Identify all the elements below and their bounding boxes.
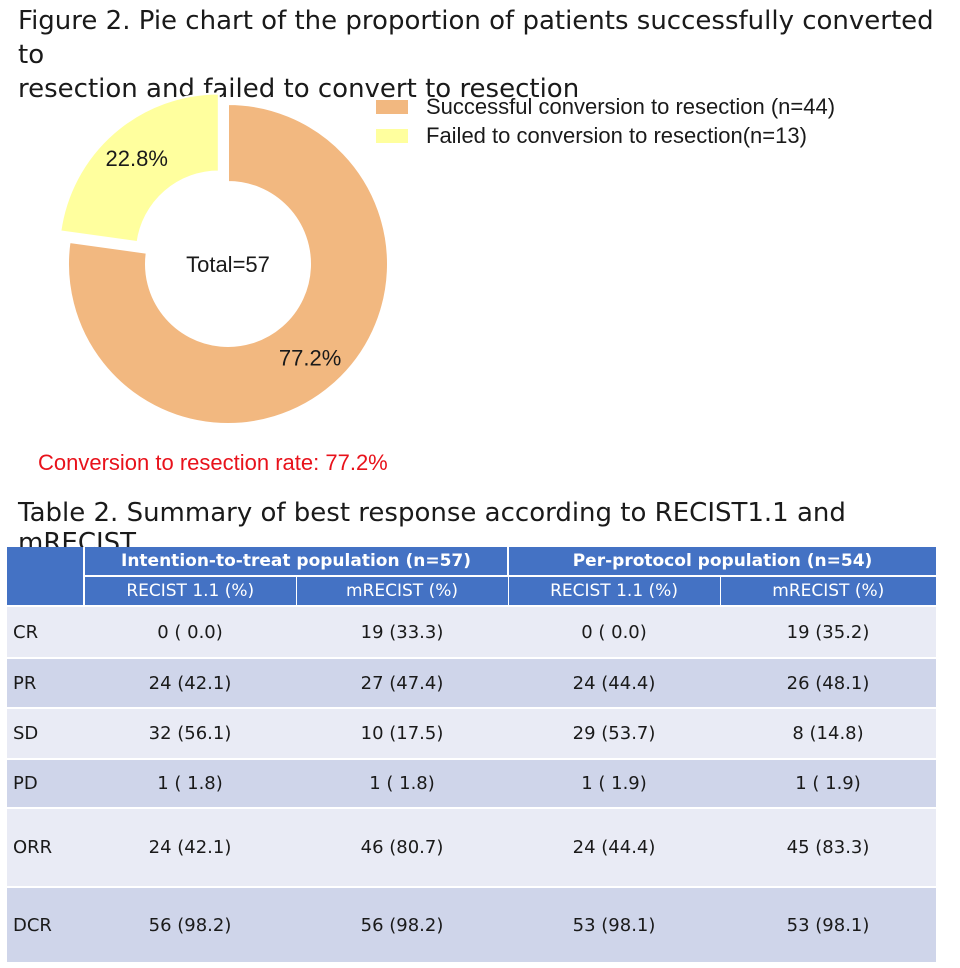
table-cell: 53 (98.1)	[720, 886, 937, 962]
subheader-itt-mrecist: mRECIST (%)	[295, 576, 509, 606]
table-cell: 53 (98.1)	[508, 886, 721, 962]
subheader-pp-recist: RECIST 1.1 (%)	[507, 576, 721, 606]
donut-center-label: Total=57	[186, 252, 270, 277]
subheader-pp-mrecist: mRECIST (%)	[719, 576, 937, 606]
table-cell: 1 ( 1.9)	[508, 758, 721, 808]
figure-title: Figure 2. Pie chart of the proportion of…	[18, 4, 948, 106]
subheader-itt-recist: RECIST 1.1 (%)	[83, 576, 296, 606]
table-cell: 24 (44.4)	[508, 807, 721, 887]
group-header-pp: Per-protocol population (n=54)	[507, 547, 937, 577]
row-label: CR	[7, 605, 84, 658]
table-row-sd: SD 32 (56.1) 10 (17.5) 29 (53.7) 8 (14.8…	[7, 707, 937, 759]
row-label: PD	[7, 758, 84, 808]
table-group-header-row: Intention-to-treat population (n=57) Per…	[7, 547, 937, 606]
table-row-orr: ORR 24 (42.1) 46 (80.7) 24 (44.4) 45 (83…	[7, 807, 937, 887]
legend-label-failed: Failed to conversion to resection(n=13)	[426, 123, 807, 148]
table-cell: 1 ( 1.8)	[296, 758, 509, 808]
table-subheader-row: RECIST 1.1 (%) mRECIST (%) RECIST 1.1 (%…	[7, 576, 937, 606]
figure-title-line-2: resection and failed to convert to resec…	[18, 74, 580, 104]
table-title: Table 2. Summary of best response accord…	[18, 498, 846, 558]
table-cell: 19 (35.2)	[720, 605, 937, 658]
row-label: SD	[7, 707, 84, 759]
table-cell: 0 ( 0.0)	[508, 605, 721, 658]
table-cell: 1 ( 1.8)	[84, 758, 296, 808]
table-cell: 10 (17.5)	[296, 707, 509, 759]
row-label: ORR	[7, 807, 84, 887]
legend-label-success: Successful conversion to resection (n=44…	[426, 94, 836, 119]
donut-slice-failed	[59, 92, 220, 244]
table-row-pr: PR 24 (42.1) 27 (47.4) 24 (44.4) 26 (48.…	[7, 657, 937, 708]
donut-chart: 77.2% 22.8% Total=57	[59, 92, 389, 425]
row-label: PR	[7, 657, 84, 708]
table-cell: 46 (80.7)	[296, 807, 509, 887]
table-cell: 26 (48.1)	[720, 657, 937, 708]
table-cell: 24 (42.1)	[84, 807, 296, 887]
legend-swatch-success	[376, 99, 408, 114]
table-cell: 56 (98.2)	[84, 886, 296, 962]
conversion-rate-text: Conversion to resection rate: 77.2%	[38, 450, 388, 475]
table-cell: 0 ( 0.0)	[84, 605, 296, 658]
table-cell: 24 (42.1)	[84, 657, 296, 708]
table-row-pd: PD 1 ( 1.8) 1 ( 1.8) 1 ( 1.9) 1 ( 1.9)	[7, 758, 937, 808]
group-header-itt: Intention-to-treat population (n=57)	[82, 547, 509, 577]
table-cell: 32 (56.1)	[84, 707, 296, 759]
table-row-cr: CR 0 ( 0.0) 19 (33.3) 0 ( 0.0) 19 (35.2)	[7, 605, 937, 658]
table-cell: 29 (53.7)	[508, 707, 721, 759]
donut-slice-success	[67, 102, 389, 425]
row-label: DCR	[7, 886, 84, 962]
slice-label-failed: 22.8%	[106, 146, 168, 171]
table-cell: 1 ( 1.9)	[720, 758, 937, 808]
slice-label-success: 77.2%	[279, 345, 341, 370]
table-cell: 19 (33.3)	[296, 605, 509, 658]
figure-title-line-1: Figure 2. Pie chart of the proportion of…	[18, 6, 934, 70]
table-cell: 24 (44.4)	[508, 657, 721, 708]
response-table: Intention-to-treat population (n=57) Per…	[7, 547, 937, 962]
chart-legend: Successful conversion to resection (n=44…	[376, 92, 835, 150]
table-cell: 45 (83.3)	[720, 807, 937, 887]
table-row-dcr: DCR 56 (98.2) 56 (98.2) 53 (98.1) 53 (98…	[7, 886, 937, 962]
table-cell: 56 (98.2)	[296, 886, 509, 962]
table-cell: 8 (14.8)	[720, 707, 937, 759]
table-corner-cell	[7, 547, 85, 606]
legend-item-success: Successful conversion to resection (n=44…	[376, 92, 835, 121]
legend-swatch-failed	[376, 128, 408, 143]
table-cell: 27 (47.4)	[296, 657, 509, 708]
legend-item-failed: Failed to conversion to resection(n=13)	[376, 121, 835, 150]
